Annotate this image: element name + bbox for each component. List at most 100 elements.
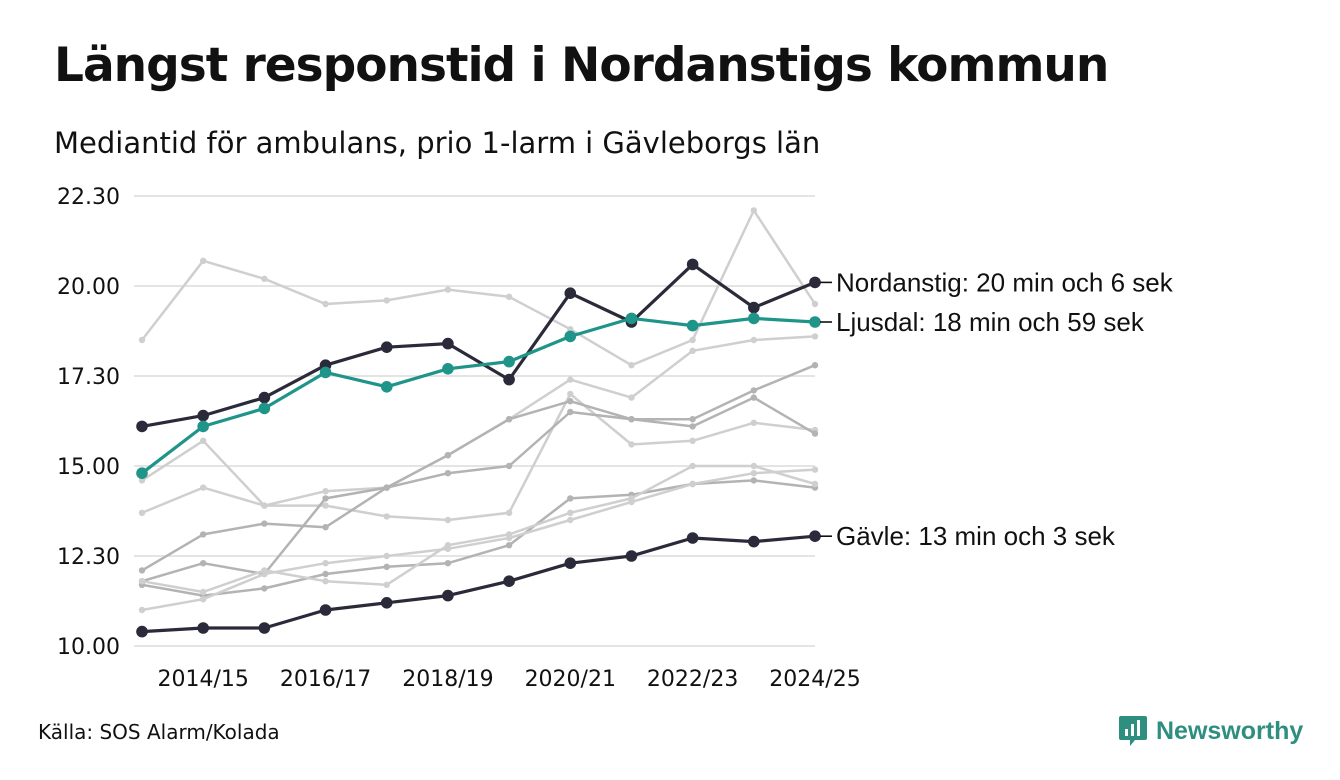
series-line	[141, 316, 816, 475]
data-point	[261, 275, 268, 282]
bg-series-other-4	[138, 394, 819, 574]
data-point	[809, 276, 821, 289]
data-point	[258, 402, 271, 415]
data-point	[748, 301, 760, 314]
series-line	[141, 534, 816, 634]
data-point	[811, 300, 819, 308]
bg-series-other-8	[138, 466, 819, 614]
data-point	[199, 588, 207, 596]
series-line	[141, 464, 816, 594]
data-point	[750, 394, 758, 401]
data-point	[564, 287, 577, 300]
data-point	[383, 581, 390, 588]
x-tick-label: 2024/25	[769, 667, 860, 692]
data-point	[138, 509, 146, 516]
y-tick-label: 20.00	[57, 275, 120, 300]
data-point	[628, 394, 635, 401]
data-point	[383, 552, 390, 560]
data-point	[322, 502, 329, 509]
data-point	[811, 466, 819, 473]
data-point	[442, 337, 454, 350]
x-tick-label: 2014/15	[157, 667, 248, 692]
data-point	[628, 498, 635, 506]
data-point	[505, 416, 513, 423]
data-point	[136, 467, 148, 480]
data-point	[686, 532, 699, 544]
brand-name: Newsworthy	[1156, 716, 1304, 745]
data-point	[689, 347, 696, 354]
series-line	[141, 396, 816, 572]
data-point	[811, 362, 819, 369]
data-point	[625, 312, 638, 325]
data-point	[567, 376, 574, 383]
data-point	[750, 387, 758, 394]
x-tick-label: 2020/21	[525, 667, 616, 692]
data-point	[138, 606, 146, 614]
data-point	[383, 513, 390, 520]
data-point	[564, 557, 577, 569]
data-point	[809, 316, 821, 328]
data-point	[197, 409, 209, 422]
series-line	[141, 468, 816, 612]
data-point	[625, 550, 638, 562]
data-point	[199, 484, 207, 491]
data-point	[322, 578, 329, 585]
data-point	[199, 596, 207, 603]
data-point	[380, 381, 393, 393]
data-point	[258, 622, 271, 634]
data-point	[505, 509, 513, 516]
data-point	[567, 509, 574, 516]
data-point	[261, 502, 268, 509]
data-point	[567, 390, 574, 398]
data-point	[319, 366, 332, 379]
data-point	[750, 477, 758, 484]
end-label-gävle: Gävle: 13 min och 3 sek	[836, 521, 1116, 551]
data-point	[383, 297, 390, 304]
data-point	[750, 419, 758, 426]
y-tick-label: 12.30	[57, 545, 120, 570]
data-point	[138, 336, 146, 344]
x-tick-label: 2016/17	[280, 667, 371, 692]
data-point	[197, 420, 209, 433]
chart-title: Längst responstid i Nordanstigs kommun	[54, 38, 1109, 93]
data-point	[689, 437, 696, 444]
data-point	[444, 286, 452, 293]
data-point	[748, 312, 760, 325]
bg-series-other-2	[138, 390, 819, 524]
highlight-series	[136, 258, 821, 638]
y-tick-label: 22.30	[57, 185, 120, 210]
data-point	[442, 363, 454, 375]
data-point	[380, 597, 393, 609]
data-point	[564, 330, 577, 343]
data-point	[322, 488, 329, 495]
data-point	[628, 441, 635, 448]
series-line	[141, 392, 816, 522]
x-axis-ticks: 2014/15 2016/17 2018/19 2020/21 2022/23 2024/…	[157, 667, 860, 692]
data-point	[689, 480, 696, 488]
data-point	[811, 480, 819, 488]
data-point	[505, 534, 513, 542]
data-point	[261, 570, 268, 578]
brand-logo: Newsworthy	[1118, 714, 1303, 748]
x-tick-label: 2022/23	[647, 667, 738, 692]
y-tick-label: 15.00	[57, 455, 120, 480]
data-point	[503, 575, 515, 587]
data-point	[628, 416, 635, 423]
data-point	[442, 589, 454, 602]
data-point	[689, 416, 696, 423]
bg-series-other-1	[138, 207, 819, 369]
end-labels: Nordanstig: 20 min och 6 sek Ljusdal: 18 …	[820, 267, 1174, 551]
data-point	[380, 341, 393, 354]
data-point	[199, 437, 207, 444]
data-point	[322, 560, 329, 567]
data-point	[136, 625, 148, 638]
data-point	[444, 516, 452, 524]
data-point	[136, 420, 148, 433]
series-ljusdal	[136, 312, 821, 480]
data-point	[138, 567, 146, 574]
data-point	[322, 300, 329, 308]
data-point	[197, 622, 209, 634]
data-point	[750, 470, 758, 477]
chart-subtitle: Mediantid för ambulans, prio 1-larm i Gä…	[54, 126, 821, 160]
